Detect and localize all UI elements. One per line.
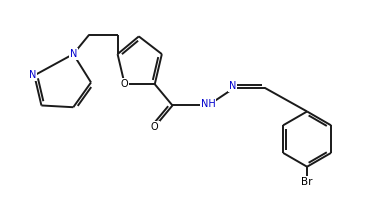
Text: N: N [229, 81, 237, 91]
Text: O: O [151, 122, 159, 132]
Text: N: N [29, 70, 36, 80]
Text: O: O [121, 79, 129, 89]
Text: NH: NH [201, 99, 215, 109]
Text: N: N [70, 49, 77, 59]
Text: Br: Br [301, 177, 313, 187]
